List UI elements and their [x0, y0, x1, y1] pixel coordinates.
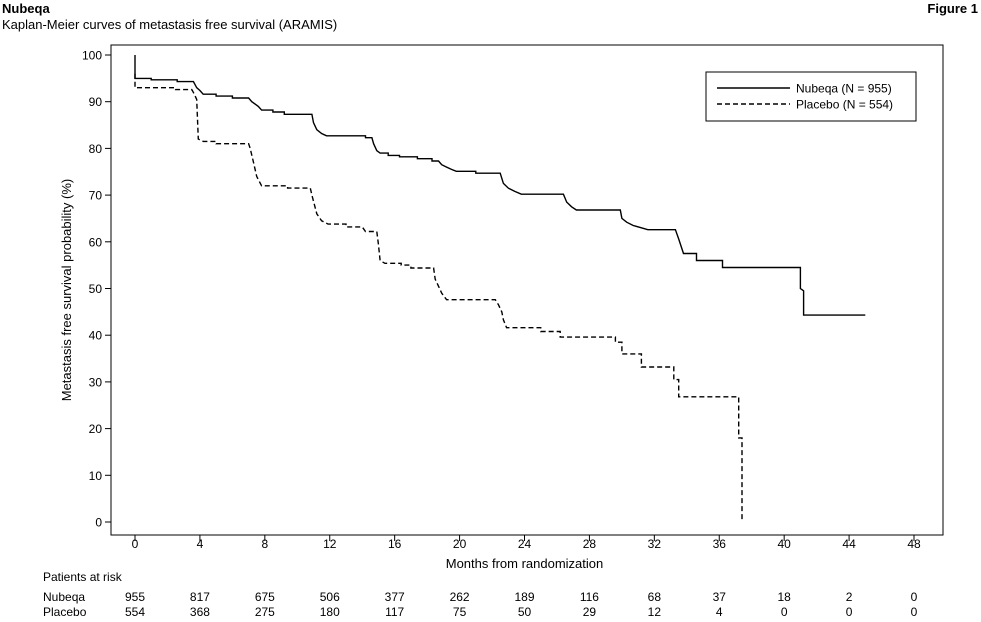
risk-count: 117: [385, 605, 404, 619]
risk-count: 955: [125, 590, 145, 604]
risk-count: 37: [713, 590, 727, 604]
figure-subtitle: Kaplan-Meier curves of metastasis free s…: [2, 17, 338, 32]
y-tick-label: 20: [89, 422, 103, 436]
y-tick-label: 80: [89, 142, 103, 156]
legend-entry: Placebo (N = 554): [796, 98, 893, 112]
x-axis: 0 4 8 12 16 20 24 28 32 36 40 44 48: [132, 535, 921, 551]
brand-name: Nubeqa: [2, 1, 50, 16]
x-tick-label: 40: [777, 537, 791, 551]
risk-count: 0: [846, 605, 853, 619]
risk-count: 0: [911, 590, 918, 604]
risk-count: 180: [320, 605, 340, 619]
risk-row-label: Placebo: [43, 605, 87, 619]
y-tick-label: 10: [89, 469, 103, 483]
figure-label: Figure 1: [927, 1, 978, 16]
risk-count: 116: [580, 590, 599, 604]
x-tick-label: 48: [907, 537, 921, 551]
risk-count: 817: [190, 590, 210, 604]
risk-count: 50: [518, 605, 532, 619]
risk-row-label: Nubeqa: [43, 590, 85, 604]
risk-count: 262: [450, 590, 470, 604]
y-tick-label: 40: [89, 329, 103, 343]
y-tick-label: 50: [89, 282, 103, 296]
risk-count: 506: [320, 590, 340, 604]
y-tick-label: 0: [95, 516, 102, 530]
x-axis-label: Months from randomization: [446, 556, 604, 571]
y-tick-label: 60: [89, 235, 103, 249]
risk-count: 29: [583, 605, 597, 619]
risk-count: 4: [716, 605, 723, 619]
risk-count: 2: [846, 590, 853, 604]
survival-curves: [134, 55, 866, 522]
risk-count: 368: [190, 605, 210, 619]
y-axis-label: Metastasis free survival probability (%): [59, 179, 74, 402]
risk-count: 68: [648, 590, 662, 604]
risk-count: 75: [453, 605, 467, 619]
series-line-placebo: [134, 73, 743, 522]
y-axis: 0 10 20 30 40 50 60 70 80 90 100: [82, 49, 111, 530]
x-tick-label: 4: [197, 537, 204, 551]
x-tick-label: 32: [648, 537, 662, 551]
risk-count: 189: [514, 590, 534, 604]
risk-table-title: Patients at risk: [43, 570, 123, 584]
x-tick-label: 20: [453, 537, 467, 551]
risk-count: 12: [648, 605, 662, 619]
x-tick-label: 28: [583, 537, 597, 551]
risk-count: 0: [781, 605, 788, 619]
x-tick-label: 16: [388, 537, 402, 551]
y-tick-label: 70: [89, 189, 103, 203]
risk-count: 554: [125, 605, 145, 619]
y-tick-label: 100: [82, 49, 102, 63]
x-tick-label: 8: [261, 537, 268, 551]
legend: Nubeqa (N = 955) Placebo (N = 554): [705, 71, 917, 122]
risk-count: 377: [385, 590, 405, 604]
y-tick-label: 90: [89, 95, 103, 109]
series-line-nubeqa: [134, 55, 866, 316]
risk-count: 0: [911, 605, 918, 619]
risk-count: 18: [777, 590, 791, 604]
plot-frame: [110, 44, 944, 536]
risk-table: Patients at risk Nubeqa 955 817 675 506 377 262…: [43, 570, 918, 619]
x-tick-label: 0: [132, 537, 139, 551]
legend-box: [705, 71, 917, 122]
risk-count: 675: [255, 590, 275, 604]
x-tick-label: 44: [842, 537, 856, 551]
x-tick-label: 24: [518, 537, 532, 551]
y-tick-label: 30: [89, 375, 103, 389]
x-tick-label: 12: [323, 537, 337, 551]
figure-header: Nubeqa Kaplan-Meier curves of metastasis…: [2, 1, 337, 33]
x-tick-label: 36: [713, 537, 727, 551]
legend-entry: Nubeqa (N = 955): [796, 82, 892, 96]
risk-count: 275: [255, 605, 275, 619]
